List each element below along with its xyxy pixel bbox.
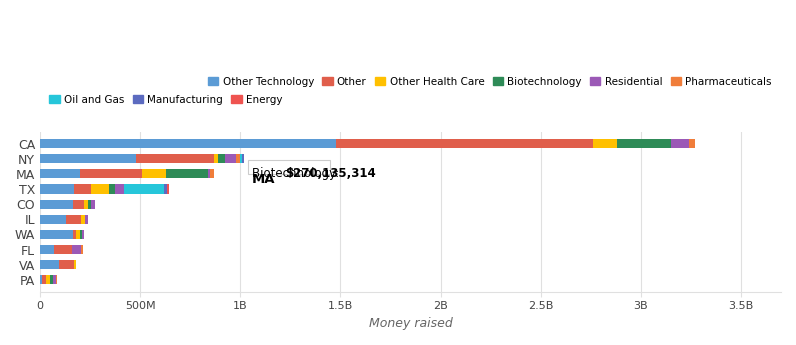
Bar [80, 169, 142, 178]
Bar [40, 199, 73, 209]
Bar [109, 185, 115, 194]
Bar [236, 154, 240, 163]
Bar [593, 139, 617, 148]
X-axis label: Money raised: Money raised [369, 317, 452, 330]
Bar [74, 260, 76, 269]
Bar [214, 154, 218, 163]
Bar [337, 139, 593, 148]
Text: $270,135,314: $270,135,314 [286, 167, 377, 180]
Bar [689, 139, 695, 148]
Bar [72, 245, 81, 254]
Bar [225, 154, 236, 163]
Bar [40, 154, 136, 163]
Bar [209, 169, 210, 178]
Bar [40, 245, 54, 254]
Bar [40, 260, 59, 269]
Bar [84, 199, 88, 209]
Bar [85, 215, 88, 224]
Bar [40, 275, 42, 284]
Bar [59, 260, 74, 269]
Bar [66, 215, 81, 224]
Bar [40, 215, 66, 224]
Bar [136, 154, 214, 163]
Bar [115, 185, 124, 194]
Bar [74, 185, 92, 194]
Bar [82, 230, 84, 239]
Bar [92, 185, 109, 194]
FancyBboxPatch shape [248, 160, 330, 174]
Bar [54, 245, 72, 254]
Bar [88, 199, 92, 209]
Bar [42, 275, 46, 284]
Bar [76, 230, 80, 239]
Bar [80, 230, 82, 239]
Bar [81, 215, 85, 224]
Bar [218, 154, 225, 163]
Bar [40, 230, 73, 239]
Bar [671, 139, 689, 148]
Bar [73, 199, 84, 209]
Bar [167, 185, 170, 194]
Bar [73, 230, 76, 239]
Bar [166, 169, 209, 178]
Bar [53, 275, 57, 284]
Bar [40, 139, 337, 148]
Text: MA: MA [252, 172, 275, 186]
Bar [50, 275, 53, 284]
Bar [92, 199, 95, 209]
Legend: Oil and Gas, Manufacturing, Energy: Oil and Gas, Manufacturing, Energy [45, 90, 287, 109]
Bar [124, 185, 164, 194]
Text: Biotechnology:: Biotechnology: [252, 167, 343, 180]
Bar [241, 154, 244, 163]
Bar [240, 154, 241, 163]
Bar [142, 169, 166, 178]
Bar [210, 169, 214, 178]
Bar [40, 169, 80, 178]
Bar [617, 139, 671, 148]
Bar [81, 245, 83, 254]
Bar [164, 185, 167, 194]
Bar [46, 275, 50, 284]
Bar [40, 185, 74, 194]
